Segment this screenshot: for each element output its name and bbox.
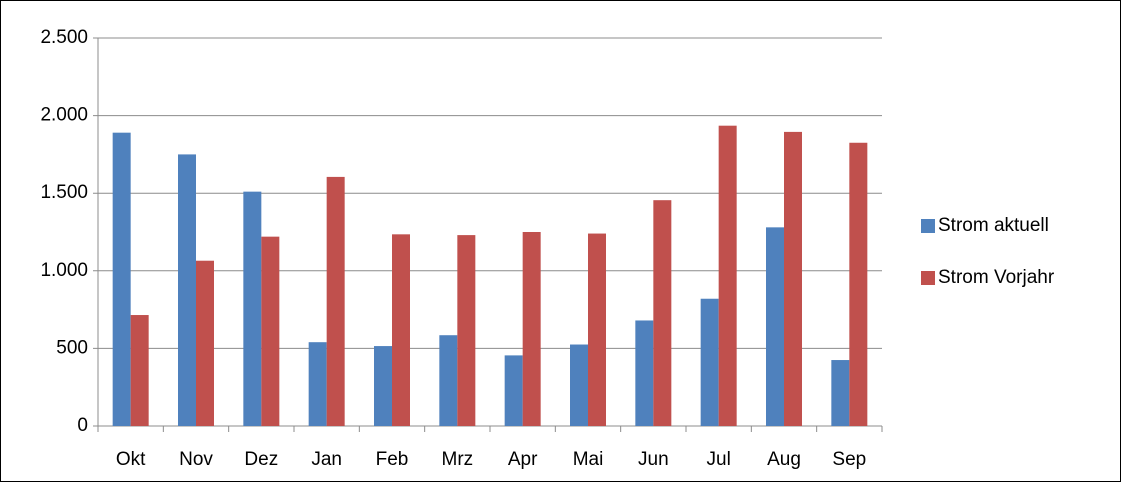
- bar: [439, 335, 458, 426]
- bar: [261, 236, 280, 426]
- bar: [718, 125, 737, 427]
- y-tick-label: 500: [56, 337, 88, 358]
- legend-swatch: [921, 271, 935, 285]
- bar: [570, 344, 588, 426]
- bar: [374, 346, 392, 426]
- bar: [326, 176, 345, 426]
- x-tick-label: Jul: [707, 449, 731, 470]
- x-tick-label: Jan: [311, 449, 342, 470]
- y-tick-label: 1.000: [40, 260, 88, 281]
- bar: [784, 131, 802, 426]
- legend-label: Strom aktuell: [938, 215, 1049, 236]
- legend-swatch: [921, 219, 935, 233]
- x-tick-label: Okt: [116, 449, 146, 470]
- bar: [130, 315, 149, 426]
- bar: [178, 154, 196, 426]
- bar: [504, 355, 523, 426]
- bar: [766, 227, 784, 426]
- bar: [308, 342, 327, 426]
- x-tick-label: Mrz: [442, 449, 474, 470]
- y-tick-label: 0: [77, 415, 88, 436]
- x-tick-label: Apr: [508, 449, 538, 470]
- y-tick-label: 2.500: [40, 27, 88, 48]
- bar: [196, 260, 214, 426]
- bar: [243, 191, 262, 426]
- bar: [392, 234, 410, 426]
- x-tick-label: Sep: [832, 449, 866, 470]
- bar: [653, 200, 672, 426]
- x-tick-label: Jun: [638, 449, 669, 470]
- x-tick-label: Dez: [244, 449, 278, 470]
- y-tick-label: 2.000: [40, 105, 88, 126]
- legend-label: Strom Vorjahr: [938, 267, 1055, 288]
- y-tick-label: 1.500: [40, 182, 88, 203]
- x-tick-label: Aug: [767, 449, 801, 470]
- x-tick-label: Feb: [376, 449, 409, 470]
- bar: [849, 142, 868, 426]
- x-tick-label: Mai: [573, 449, 604, 470]
- bar: [588, 233, 606, 426]
- bar: [831, 360, 850, 426]
- bar: [522, 232, 541, 426]
- bar: [700, 298, 719, 426]
- x-tick-label: Nov: [179, 449, 213, 470]
- bar: [635, 320, 654, 426]
- bar: [112, 132, 131, 426]
- bar: [457, 235, 476, 426]
